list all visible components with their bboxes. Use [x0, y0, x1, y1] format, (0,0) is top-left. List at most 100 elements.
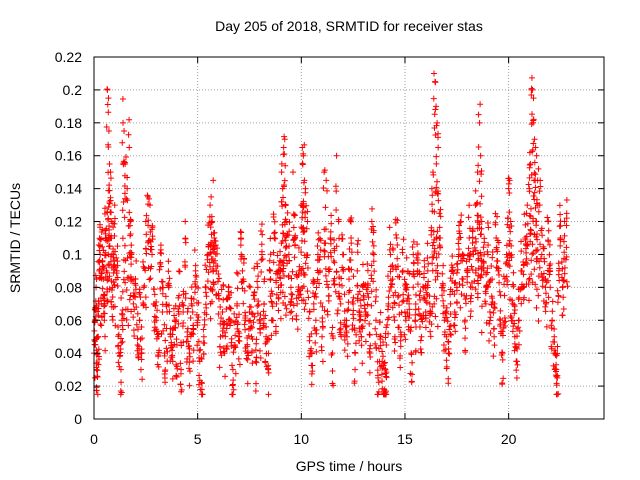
data-point — [162, 337, 169, 344]
data-point — [563, 278, 570, 285]
data-point — [102, 333, 108, 340]
data-point — [462, 335, 469, 342]
data-point — [148, 246, 155, 253]
data-point — [157, 263, 164, 270]
data-point — [130, 327, 137, 334]
data-point — [432, 313, 439, 320]
data-point — [299, 160, 306, 167]
data-point — [447, 300, 454, 307]
data-point — [518, 238, 525, 245]
data-point — [381, 388, 388, 395]
data-point — [457, 304, 464, 311]
data-point — [114, 258, 121, 265]
data-point — [274, 271, 281, 278]
data-point — [335, 216, 342, 223]
data-point — [98, 269, 105, 276]
data-point — [200, 333, 207, 340]
data-point — [192, 262, 199, 269]
data-point — [268, 298, 275, 305]
data-point — [327, 249, 334, 256]
data-point — [364, 267, 371, 274]
data-point — [242, 314, 249, 321]
data-point — [493, 244, 500, 251]
data-point — [191, 289, 198, 296]
data-point — [497, 307, 504, 314]
data-point — [309, 368, 316, 375]
data-point — [241, 287, 248, 294]
data-point — [481, 235, 488, 242]
data-point — [485, 283, 492, 290]
data-point — [278, 169, 285, 176]
data-point — [559, 312, 566, 319]
data-point — [406, 300, 413, 307]
data-point — [430, 171, 437, 178]
data-point — [421, 263, 428, 270]
data-point — [433, 160, 440, 167]
data-point — [416, 323, 423, 330]
data-point — [250, 292, 257, 299]
data-point — [222, 373, 229, 380]
x-tick-label: 15 — [397, 431, 413, 447]
data-point — [561, 278, 568, 285]
data-point — [249, 324, 256, 331]
data-point — [528, 92, 535, 99]
data-point — [94, 350, 101, 357]
data-point — [526, 164, 533, 171]
data-point — [182, 290, 189, 297]
data-point — [115, 324, 122, 331]
data-point — [405, 292, 412, 299]
data-point — [558, 258, 565, 265]
data-point — [331, 236, 338, 243]
data-point — [303, 202, 310, 209]
data-point — [119, 338, 126, 345]
data-point — [339, 231, 346, 238]
data-point — [556, 223, 563, 230]
data-point — [188, 330, 195, 337]
data-point — [280, 265, 287, 272]
data-point — [112, 322, 119, 329]
data-point — [308, 381, 315, 388]
data-point — [197, 346, 204, 353]
data-point — [218, 315, 225, 322]
y-tick-label: 0.12 — [55, 214, 82, 230]
data-point — [239, 278, 246, 285]
data-point — [553, 380, 560, 387]
data-point — [149, 236, 156, 243]
data-point — [186, 382, 193, 389]
data-point — [445, 375, 452, 382]
data-point — [554, 372, 561, 379]
data-point — [366, 369, 373, 376]
data-point — [107, 175, 114, 182]
data-point — [215, 271, 222, 278]
data-point — [239, 267, 246, 274]
data-point — [393, 266, 400, 273]
data-point — [421, 257, 428, 264]
data-point — [434, 262, 441, 269]
data-point — [254, 260, 261, 267]
data-point — [109, 293, 116, 300]
data-point — [118, 294, 125, 301]
data-point — [124, 255, 131, 262]
data-point — [162, 293, 169, 300]
data-point — [147, 275, 154, 282]
data-point — [370, 242, 377, 249]
data-point — [108, 298, 115, 305]
data-point — [394, 241, 401, 248]
data-point — [328, 330, 335, 337]
data-point — [373, 331, 380, 338]
data-point — [228, 289, 235, 296]
data-point — [354, 267, 361, 274]
data-point — [341, 308, 348, 315]
data-point — [278, 160, 285, 167]
data-point — [328, 351, 335, 358]
data-point — [475, 280, 482, 287]
data-point — [316, 269, 323, 276]
data-point — [337, 325, 344, 332]
data-point — [178, 388, 185, 395]
data-point — [96, 356, 103, 363]
data-point — [280, 230, 287, 237]
data-point — [247, 317, 254, 324]
data-point — [331, 281, 338, 288]
data-point — [104, 269, 111, 276]
data-point — [370, 223, 377, 230]
